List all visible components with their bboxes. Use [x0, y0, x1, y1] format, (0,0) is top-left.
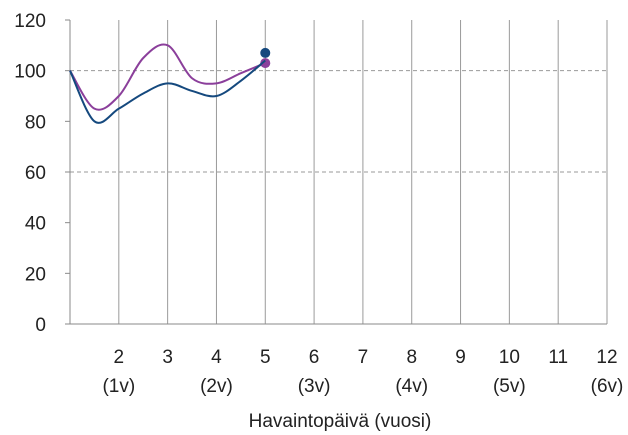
tick-labels: 0 20 40 60 80 100 120 2 (1v) 3 4 (2v) 5 6 (3v) 7 8 (4v) 9 1…: [14, 11, 623, 397]
x-tick-sublabel-8: (4v): [395, 376, 428, 397]
y-tick-label-60: 60: [25, 163, 46, 184]
x-tick-label-7: 7: [358, 347, 369, 368]
x-tick-sublabel-10: (5v): [493, 376, 526, 397]
x-tick-label-5: 5: [260, 347, 271, 368]
y-tick-label-100: 100: [14, 62, 46, 83]
series-layer: [69, 43, 271, 124]
x-tick-sublabel-12: (6v): [591, 376, 624, 397]
x-tick-sublabel-2: (1v): [102, 376, 135, 397]
series-line-2: [69, 59, 266, 124]
x-tick-label-12: 12: [596, 347, 617, 368]
x-tick-label-8: 8: [406, 347, 417, 368]
grid-layer: [118, 20, 608, 324]
reference-lines: [70, 70, 607, 173]
series-line-1: [69, 43, 266, 111]
x-tick-label-6: 6: [309, 347, 320, 368]
x-tick-label-10: 10: [499, 347, 520, 368]
series-end-marker-2: [260, 47, 271, 58]
x-tick-label-9: 9: [455, 347, 466, 368]
x-tick-sublabel-4: (2v): [200, 376, 233, 397]
x-tick-label-3: 3: [162, 347, 173, 368]
x-tick-label-11: 11: [548, 347, 568, 368]
y-tick-label-40: 40: [25, 214, 46, 235]
x-tick-sublabel-6: (3v): [298, 376, 331, 397]
x-tick-label-4: 4: [211, 347, 222, 368]
y-tick-label-20: 20: [25, 264, 46, 285]
y-tick-label-0: 0: [35, 315, 46, 336]
x-axis-title: Havaintopäivä (vuosi): [249, 411, 432, 432]
series-end-marker-1: [260, 58, 271, 69]
y-tick-label-120: 120: [14, 11, 46, 32]
y-tick-label-80: 80: [25, 112, 46, 133]
x-tick-label-2: 2: [114, 347, 125, 368]
